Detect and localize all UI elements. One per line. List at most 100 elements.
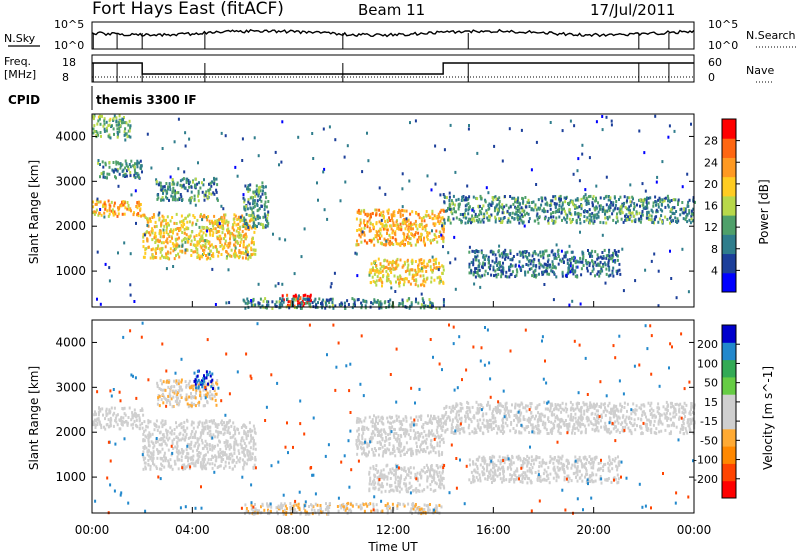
heatmap-cell — [213, 178, 215, 181]
heatmap-cell — [495, 260, 497, 263]
heatmap-speckle — [247, 253, 249, 256]
heatmap-cell — [671, 219, 673, 222]
heatmap-cell — [244, 455, 246, 458]
heatmap-speckle — [124, 139, 126, 142]
heatmap-cell — [438, 435, 440, 438]
heatmap-cell — [472, 263, 474, 266]
heatmap-speckle — [99, 208, 101, 211]
heatmap-cell — [564, 255, 566, 258]
heatmap-cell — [516, 253, 518, 256]
heatmap-cell — [226, 424, 228, 427]
heatmap-cell — [178, 256, 180, 259]
heatmap-cell — [646, 217, 648, 220]
heatmap-cell — [428, 430, 430, 433]
heatmap-cell — [674, 198, 676, 201]
heatmap-cell — [589, 208, 591, 211]
heatmap-cell — [264, 297, 266, 300]
heatmap-cell — [449, 196, 451, 199]
heatmap-cell — [626, 199, 628, 202]
heatmap-cell — [519, 260, 521, 263]
heatmap-speckle — [278, 163, 280, 166]
heatmap-speckle — [225, 301, 227, 304]
heatmap-cell — [372, 276, 374, 279]
heatmap-cell — [152, 433, 154, 436]
heatmap-speckle — [473, 196, 475, 199]
heatmap-cell — [501, 206, 503, 209]
heatmap-cell — [371, 262, 373, 265]
heatmap-cell — [137, 206, 139, 209]
heatmap-cell — [252, 452, 254, 455]
heatmap-cell — [555, 206, 557, 209]
heatmap-cell — [403, 209, 405, 212]
heatmap-cell — [572, 267, 574, 270]
heatmap-cell — [618, 250, 620, 253]
heatmap-cell — [423, 260, 425, 263]
heatmap-cell — [233, 434, 235, 437]
heatmap-cell — [224, 242, 226, 245]
heatmap-cell — [476, 250, 478, 253]
heatmap-cell — [535, 203, 537, 206]
heatmap-cell — [248, 214, 250, 217]
heatmap-cell — [615, 221, 617, 224]
heatmap-cell — [583, 220, 585, 223]
heatmap-cell — [356, 430, 358, 433]
heatmap-cell — [242, 256, 244, 259]
heatmap-cell — [223, 237, 225, 240]
heatmap-cell — [388, 448, 390, 451]
heatmap-cell — [469, 263, 471, 266]
heatmap-cell — [256, 203, 258, 206]
heatmap-cell — [160, 457, 162, 460]
heatmap-cell — [397, 225, 399, 228]
heatmap-cell — [189, 380, 191, 383]
heatmap-cell — [659, 218, 661, 221]
heatmap-speckle — [197, 161, 199, 164]
heatmap-speckle — [356, 274, 358, 277]
heatmap-cell — [515, 265, 517, 268]
heatmap-cell — [427, 232, 429, 235]
heatmap-cell — [397, 434, 399, 437]
heatmap-cell — [590, 252, 592, 255]
heatmap-cell — [612, 272, 614, 275]
heatmap-cell — [448, 199, 450, 202]
heatmap-cell — [685, 216, 687, 219]
heatmap-speckle — [602, 128, 604, 131]
heatmap-cell — [243, 244, 245, 247]
heatmap-cell — [569, 208, 571, 211]
heatmap-cell — [124, 167, 126, 170]
heatmap-cell — [205, 254, 207, 257]
heatmap-cell — [144, 252, 146, 255]
heatmap-cell — [203, 374, 205, 377]
heatmap-cell — [113, 204, 115, 207]
heatmap-cell — [197, 375, 199, 378]
heatmap-speckle — [213, 182, 215, 185]
heatmap-cell — [569, 218, 571, 221]
colorbar-tick-label: 12 — [704, 221, 718, 234]
heatmap-cell — [536, 274, 538, 277]
heatmap-cell — [432, 239, 434, 242]
nsky-trace — [92, 30, 694, 49]
heatmap-cell — [198, 401, 200, 404]
heatmap-cell — [262, 226, 264, 229]
heatmap-cell — [265, 185, 267, 188]
heatmap-cell — [456, 216, 458, 219]
heatmap-cell — [448, 216, 450, 219]
heatmap-cell — [356, 243, 358, 246]
heatmap-cell — [160, 182, 162, 185]
heatmap-cell — [158, 183, 160, 186]
heatmap-cell — [557, 250, 559, 253]
heatmap-cell — [129, 171, 131, 174]
heatmap-cell — [600, 270, 602, 273]
heatmap-cell — [521, 197, 523, 200]
heatmap-cell — [461, 199, 463, 202]
heatmap-cell — [388, 267, 390, 270]
heatmap-cell — [378, 272, 380, 275]
heatmap-speckle — [493, 145, 495, 148]
heatmap-cell — [377, 441, 379, 444]
heatmap-cell — [382, 446, 384, 449]
heatmap-speckle — [584, 209, 586, 212]
heatmap-cell — [406, 441, 408, 444]
heatmap-cell — [162, 235, 164, 238]
heatmap-cell — [489, 267, 491, 270]
heatmap-speckle — [228, 301, 230, 304]
heatmap-cell — [186, 427, 188, 430]
